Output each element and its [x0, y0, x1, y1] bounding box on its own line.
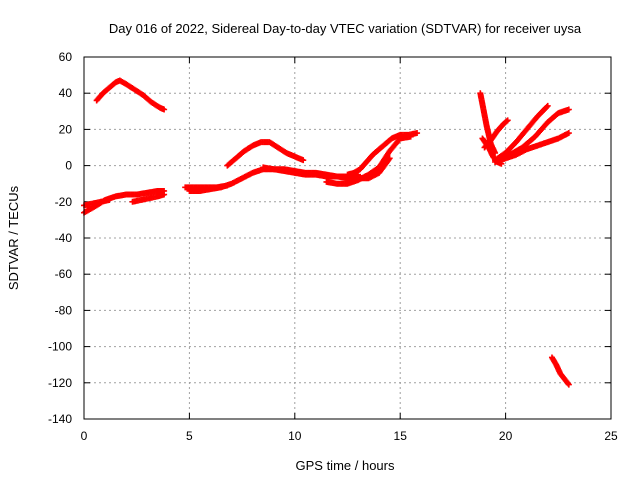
axis-ticks: 0 5 10 15 20 25 -140 -120 -100 -80 -60 -40 -20 0 20 40 6…: [48, 50, 618, 443]
grid-lines: [84, 57, 611, 419]
data-point: [565, 106, 572, 113]
y-axis-label: SDTVAR / TECUs: [6, 185, 21, 290]
series-arc3: [81, 196, 113, 209]
x-tick-label: 20: [499, 429, 513, 443]
series-arc4: [129, 191, 168, 205]
x-tick-label: 15: [394, 429, 408, 443]
y-tick-label: -60: [55, 267, 73, 281]
series-arc8: [260, 155, 393, 182]
data-point: [161, 106, 168, 113]
series-arc6: [182, 182, 231, 191]
data-point: [224, 182, 231, 189]
x-tick-label: 10: [288, 429, 302, 443]
x-tick-label: 0: [81, 429, 88, 443]
data-point: [407, 133, 414, 140]
y-tick-label: -80: [55, 303, 73, 317]
y-tick-label: 20: [59, 122, 73, 136]
data-point: [504, 117, 511, 124]
data-point: [565, 130, 572, 137]
series-arc7: [224, 139, 307, 169]
series-arc17: [548, 354, 572, 388]
y-tick-label: 40: [59, 86, 73, 100]
data-point: [543, 103, 550, 110]
x-tick-label: 5: [186, 429, 193, 443]
data-point: [503, 118, 510, 125]
data-points: [81, 77, 572, 388]
series-arc1: [93, 77, 168, 113]
data-point: [414, 130, 421, 137]
x-tick-label: 25: [604, 429, 618, 443]
y-tick-label: -140: [48, 412, 72, 426]
data-point: [106, 196, 113, 203]
chart-title: Day 016 of 2022, Sidereal Day-to-day VTE…: [109, 21, 582, 36]
data-point: [565, 381, 572, 388]
y-tick-label: -100: [48, 340, 72, 354]
data-point: [161, 191, 168, 198]
y-tick-label: 60: [59, 50, 73, 64]
y-tick-label: -40: [55, 231, 73, 245]
y-tick-label: -120: [48, 376, 72, 390]
data-point: [300, 157, 307, 164]
series-arc10: [323, 133, 414, 187]
y-tick-label: 0: [65, 159, 72, 173]
series-arc16: [492, 130, 572, 165]
x-axis-label: GPS time / hours: [296, 458, 395, 473]
plot-frame: [83, 56, 612, 420]
y-tick-label: -20: [55, 195, 73, 209]
data-point: [544, 102, 551, 109]
data-point: [564, 380, 571, 387]
